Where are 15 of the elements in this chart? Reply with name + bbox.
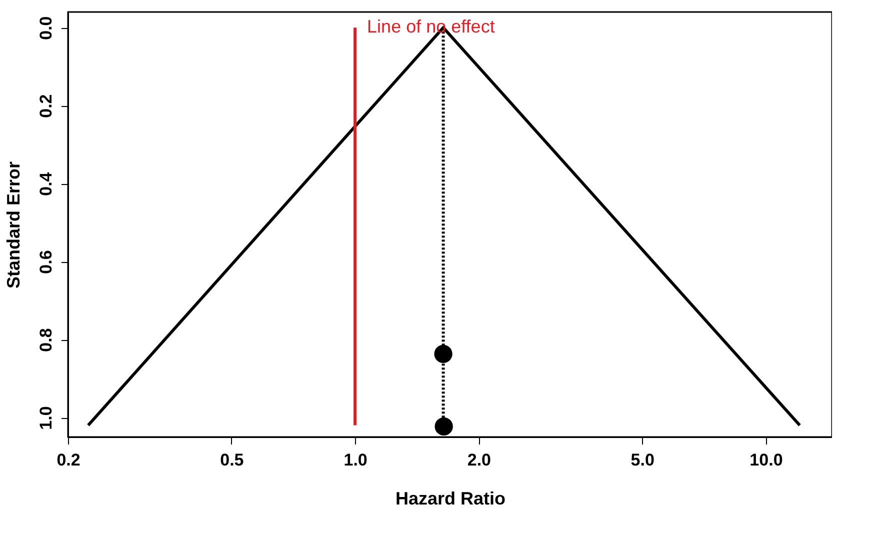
x-tick-label: 10.0 bbox=[750, 450, 783, 470]
y-tick-label: 0.4 bbox=[36, 172, 56, 196]
y-tick-label: 0.8 bbox=[36, 328, 56, 352]
y-tick-label: 0.2 bbox=[36, 94, 56, 118]
x-tick-label: 1.0 bbox=[344, 450, 368, 470]
y-tick-label: 0.6 bbox=[36, 250, 56, 274]
x-tick-label: 0.5 bbox=[220, 450, 244, 470]
x-tick-label: 5.0 bbox=[630, 450, 654, 470]
x-tick-label: 0.2 bbox=[56, 450, 80, 470]
x-axis-title: Hazard Ratio bbox=[395, 488, 506, 508]
y-tick-label: 0.0 bbox=[36, 16, 56, 40]
y-tick-label: 1.0 bbox=[36, 406, 56, 430]
y-axis-title: Standard Error bbox=[4, 161, 24, 289]
x-tick-label: 2.0 bbox=[467, 450, 491, 470]
annotation: Line of no effect bbox=[367, 16, 495, 37]
